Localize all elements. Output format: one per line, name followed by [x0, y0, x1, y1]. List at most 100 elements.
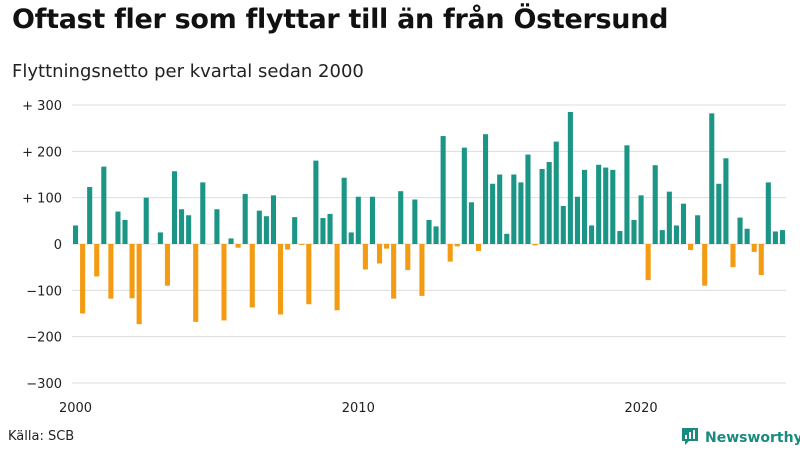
bar-2000-q4: [94, 244, 100, 277]
bar-2016-q3: [539, 168, 545, 244]
x-axis-ticks: 2000 2010 2020: [59, 401, 658, 416]
bar-2017-q1: [553, 141, 559, 244]
bar-2023-q3: [737, 217, 743, 244]
brand-logo[interactable]: Newsworthy: [680, 426, 800, 450]
bar-2007-q1: [270, 195, 277, 244]
bar-2021-q3: [680, 203, 687, 244]
bar-2010-q2: [362, 244, 368, 270]
bar-2013-q4: [461, 147, 467, 244]
bar-2019-q4: [631, 219, 637, 244]
bar-2001-q2: [108, 244, 114, 299]
bar-2004-q1: [186, 215, 192, 244]
chart-subtitle: Flyttningsnetto per kvartal sedan 2000: [12, 61, 364, 82]
bar-2008-q4: [320, 218, 326, 244]
bar-2019-q1: [610, 169, 616, 244]
bar-2013-q2: [447, 244, 453, 262]
bar-2011-q1: [384, 244, 390, 249]
bar-2010-q3: [369, 196, 375, 244]
bar-2022-q4: [716, 183, 722, 244]
bar-2005-q3: [228, 238, 234, 244]
bar-2002-q1: [129, 244, 135, 299]
x-tick-label: 2020: [625, 401, 658, 416]
bar-2012-q2: [419, 244, 425, 296]
bar-2024-q3: [765, 182, 771, 244]
bar-2006-q1: [242, 193, 248, 244]
bar-2001-q1: [101, 166, 107, 244]
bar-2014-q1: [468, 202, 474, 244]
bar-chart-speech-bubble-icon: [680, 426, 700, 450]
bar-2010-q1: [355, 196, 361, 244]
bar-2009-q1: [327, 213, 333, 244]
bar-2024-q1: [751, 244, 757, 252]
bar-2015-q3: [511, 174, 517, 244]
y-axis-ticks: + 300 + 200 + 100 0 −100 −200 −300: [22, 99, 62, 392]
bar-2016-q4: [546, 162, 552, 244]
bars: [72, 111, 786, 325]
bar-2005-q1: [214, 209, 220, 244]
y-tick-label: −100: [26, 284, 62, 299]
y-tick-label: + 200: [22, 145, 62, 160]
bar-2006-q3: [256, 210, 262, 244]
bar-2023-q2: [730, 244, 736, 268]
y-tick-label: + 300: [22, 99, 62, 114]
x-tick-label: 2010: [342, 401, 375, 416]
bar-2011-q2: [391, 244, 397, 299]
bar-2024-q4: [772, 231, 778, 244]
bar-2008-q3: [313, 160, 319, 244]
bar-2007-q3: [285, 244, 291, 250]
bar-2013-q3: [454, 244, 460, 247]
bar-2003-q1: [157, 232, 163, 244]
bar-2017-q3: [567, 111, 573, 245]
bar-2022-q3: [709, 113, 715, 244]
bar-2022-q1: [695, 215, 701, 244]
bar-2001-q4: [122, 219, 128, 244]
bar-2019-q2: [617, 231, 623, 244]
bar-2024-q2: [758, 244, 764, 276]
bar-2000-q3: [87, 187, 93, 244]
bar-2003-q2: [164, 244, 170, 286]
bar-2015-q2: [504, 233, 510, 244]
bar-2017-q4: [574, 196, 580, 244]
bar-2021-q2: [673, 225, 679, 244]
bar-2018-q3: [596, 164, 602, 244]
bar-2025-q1: [779, 230, 786, 244]
brand-name: Newsworthy: [705, 430, 800, 446]
source-label: Källa: SCB: [8, 429, 75, 444]
bar-2020-q4: [659, 230, 665, 244]
bar-2017-q2: [560, 206, 566, 244]
bar-2014-q2: [475, 244, 482, 251]
bar-2003-q3: [171, 171, 178, 244]
bar-2016-q2: [532, 244, 538, 246]
bar-2014-q3: [483, 134, 489, 244]
bar-2003-q4: [179, 209, 185, 244]
bar-2012-q1: [412, 199, 418, 244]
bar-2023-q1: [723, 158, 729, 244]
chart-title: Oftast fler som flyttar till än från Öst…: [12, 4, 669, 35]
bar-2008-q2: [306, 244, 312, 305]
bar-2018-q2: [589, 225, 595, 244]
bar-2013-q1: [440, 136, 446, 244]
bar-2007-q2: [278, 244, 284, 315]
bar-2009-q3: [341, 177, 347, 244]
bar-2019-q3: [624, 145, 630, 244]
y-tick-label: + 100: [22, 192, 62, 207]
bar-2021-q4: [688, 244, 694, 251]
bar-2018-q4: [603, 167, 609, 244]
bar-2012-q3: [426, 219, 432, 244]
bar-2022-q2: [702, 244, 708, 286]
bar-chart: + 300 + 200 + 100 0 −100 −200 −300 2000 2010 202…: [22, 99, 786, 416]
y-tick-label: −300: [26, 377, 62, 392]
bar-2021-q1: [666, 191, 672, 244]
bar-2009-q2: [334, 244, 340, 311]
bar-2000-q1: [72, 225, 79, 244]
bar-2004-q2: [193, 244, 199, 322]
bar-2014-q4: [490, 183, 496, 244]
bar-2002-q2: [136, 244, 142, 325]
bar-2004-q3: [200, 182, 206, 244]
bar-2020-q3: [652, 165, 658, 244]
bar-2023-q4: [744, 228, 750, 244]
bar-2015-q4: [518, 182, 524, 244]
bar-2016-q1: [525, 154, 531, 244]
bar-2005-q2: [221, 244, 227, 321]
bar-2002-q3: [143, 197, 149, 244]
